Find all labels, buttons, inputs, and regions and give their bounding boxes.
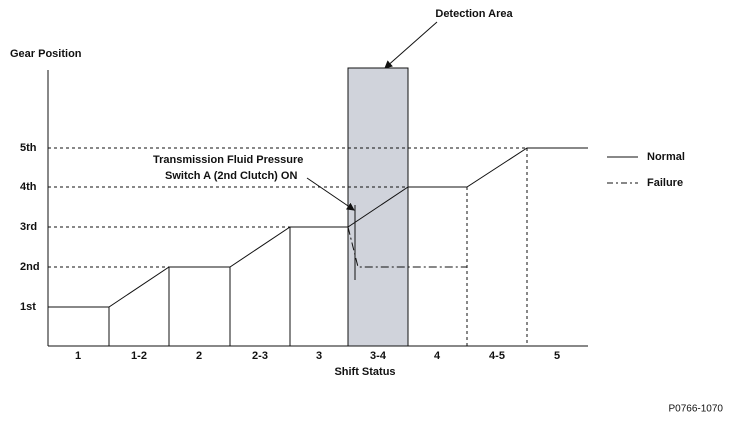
shift-label: 4-5 [489,350,505,362]
callout-arrow [384,21,438,69]
legend-label: Failure [647,177,683,189]
shift-label: 5 [554,350,560,362]
failure-line [347,226,467,268]
dividers [108,227,291,346]
x-axis-title: Shift Status [334,366,395,378]
normal-line [48,147,588,308]
annotation: Switch A (2nd Clutch) ON [165,170,297,182]
shift-label: 1-2 [131,350,147,362]
gear-label: 1st [20,301,36,313]
y-axis-title: Gear Position [10,48,82,60]
shift-label: 3 [316,350,322,362]
gear-label: 3rd [20,221,37,233]
annotation-arrow [306,177,355,211]
gear-label: 2nd [20,261,40,273]
shift-label: 4 [434,350,441,362]
figure-id: P0766-1070 [669,404,724,415]
shift-label: 1 [75,350,81,362]
gear-label: 4th [20,181,37,193]
shift-label: 2 [196,350,202,362]
shift-label: 2-3 [252,350,268,362]
callout: Detection Area [435,8,513,20]
legend-label: Normal [647,151,685,163]
annotation: Transmission Fluid Pressure [153,154,303,166]
shift-label: 3-4 [370,350,387,362]
gear-label: 5th [20,142,37,154]
